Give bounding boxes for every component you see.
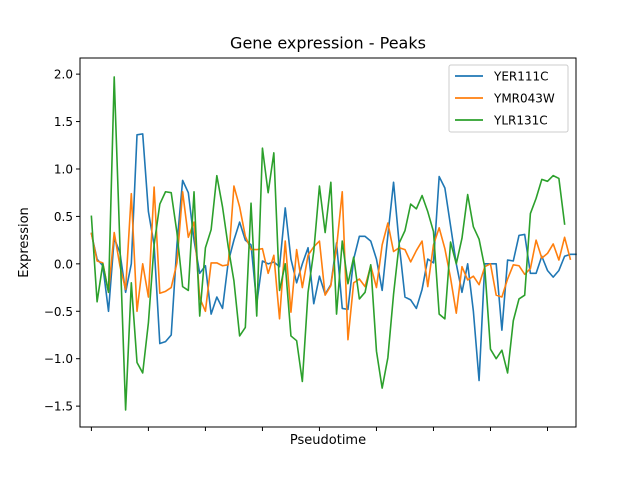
legend-label: YER111C [493, 70, 549, 84]
x-axis-label: Pseudotime [290, 433, 366, 448]
y-axis: −1.5 −1.0 −0.5 0.0 0.5 1.0 1.5 2.0 [44, 68, 80, 414]
y-tick-label: 1.0 [54, 162, 73, 176]
plot-lines [90, 76, 577, 411]
series-line-ymr043w [90, 185, 572, 341]
legend-label: YLR131C [493, 114, 548, 128]
y-tick-label: 2.0 [54, 68, 73, 82]
x-axis [90, 427, 548, 431]
y-axis-label: Expression [17, 207, 32, 278]
legend-label: YMR043W [493, 92, 555, 106]
y-tick-label: −1.0 [44, 352, 73, 366]
y-tick-label: 0.5 [54, 210, 73, 224]
plot-frame [79, 57, 577, 428]
chart-title: Gene expression - Peaks [230, 34, 426, 53]
y-tick-label: 1.5 [54, 115, 73, 129]
y-tick-label: −0.5 [44, 305, 73, 319]
legend-box [448, 64, 569, 133]
y-tick-label: −1.5 [44, 400, 73, 414]
legend: YER111C YMR043W YLR131C [448, 64, 569, 133]
y-tick-label: 0.0 [54, 257, 73, 271]
series-line-ylr131c [90, 76, 566, 411]
